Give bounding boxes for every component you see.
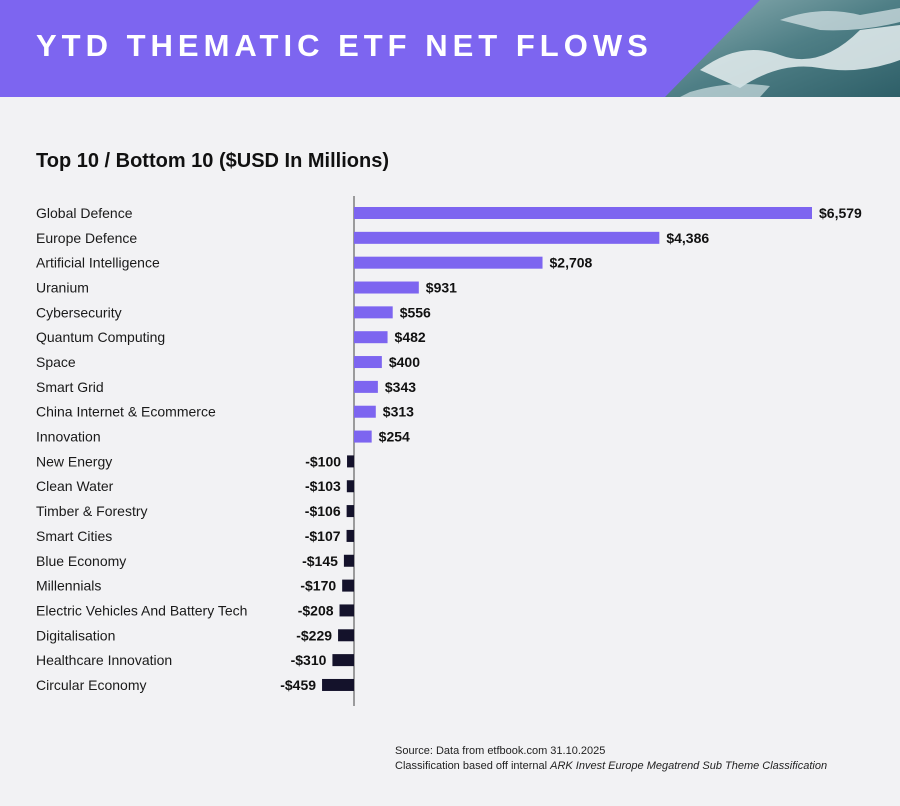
bar xyxy=(338,629,354,642)
category-label: Electric Vehicles And Battery Tech xyxy=(36,602,247,618)
category-label: Healthcare Innovation xyxy=(36,652,172,668)
bar xyxy=(354,405,376,418)
category-label: Circular Economy xyxy=(36,677,146,693)
data-label: -$229 xyxy=(296,627,332,643)
bar xyxy=(354,281,419,294)
category-label: Global Defence xyxy=(36,205,133,221)
data-label: $482 xyxy=(395,329,426,345)
data-label: $931 xyxy=(426,280,457,296)
data-label: $313 xyxy=(383,404,414,420)
bar xyxy=(354,380,378,393)
source-note: Source: Data from etfbook.com 31.10.2025… xyxy=(395,744,827,774)
source-line: Source: Data from etfbook.com 31.10.2025 xyxy=(395,745,606,757)
bar xyxy=(347,455,354,468)
category-label: Clean Water xyxy=(36,478,114,494)
category-label: Blue Economy xyxy=(36,553,126,569)
page-title: YTD THEMATIC ETF NET FLOWS xyxy=(36,28,653,63)
data-label: -$103 xyxy=(305,478,341,494)
category-label: Millennials xyxy=(36,578,101,594)
bar xyxy=(354,306,393,319)
category-label: China Internet & Ecommerce xyxy=(36,404,216,420)
bar xyxy=(354,331,388,344)
data-label: $2,708 xyxy=(550,255,593,271)
bar xyxy=(322,678,354,691)
classification-emphasis: ARK Invest Europe Megatrend Sub Theme Cl… xyxy=(550,760,828,772)
data-label: -$310 xyxy=(291,652,327,668)
bar xyxy=(343,554,354,567)
category-label: Innovation xyxy=(36,429,101,445)
data-label: $400 xyxy=(389,354,420,370)
bar xyxy=(354,356,382,369)
category-label: Timber & Forestry xyxy=(36,503,148,519)
bar xyxy=(346,529,354,542)
category-label: Quantum Computing xyxy=(36,329,165,345)
data-label: $4,386 xyxy=(666,230,709,246)
category-label: Cybersecurity xyxy=(36,304,122,320)
data-label: -$459 xyxy=(280,677,316,693)
data-label: -$106 xyxy=(305,503,341,519)
bar xyxy=(354,207,812,219)
data-label: -$107 xyxy=(305,528,341,544)
category-label: Smart Cities xyxy=(36,528,112,544)
bar xyxy=(354,231,660,244)
bar xyxy=(354,256,543,269)
data-label: -$170 xyxy=(300,578,336,594)
data-label: $556 xyxy=(400,304,431,320)
classification-line: Classification based off internal ARK In… xyxy=(395,759,827,774)
data-label: $6,579 xyxy=(819,205,862,221)
category-label: Artificial Intelligence xyxy=(36,255,160,271)
category-label: Space xyxy=(36,354,76,370)
category-label: Europe Defence xyxy=(36,230,137,246)
classification-prefix: Classification based off internal xyxy=(395,760,551,772)
data-label: -$208 xyxy=(298,602,334,618)
category-label: New Energy xyxy=(36,453,112,469)
chart-title: Top 10 / Bottom 10 ($USD In Millions) xyxy=(36,150,389,172)
bar xyxy=(346,505,354,518)
category-label: Digitalisation xyxy=(36,627,115,643)
bar xyxy=(339,604,354,617)
bar xyxy=(346,480,354,493)
data-label: -$145 xyxy=(302,553,338,569)
data-label: $343 xyxy=(385,379,416,395)
header-banner: YTD THEMATIC ETF NET FLOWS xyxy=(0,0,900,97)
category-label: Uranium xyxy=(36,280,89,296)
bar xyxy=(332,654,354,667)
bar xyxy=(342,579,354,592)
category-label: Smart Grid xyxy=(36,379,104,395)
data-label: -$100 xyxy=(305,453,341,469)
bar xyxy=(354,430,372,443)
ocean-wave-image xyxy=(665,0,900,97)
data-label: $254 xyxy=(379,429,410,445)
